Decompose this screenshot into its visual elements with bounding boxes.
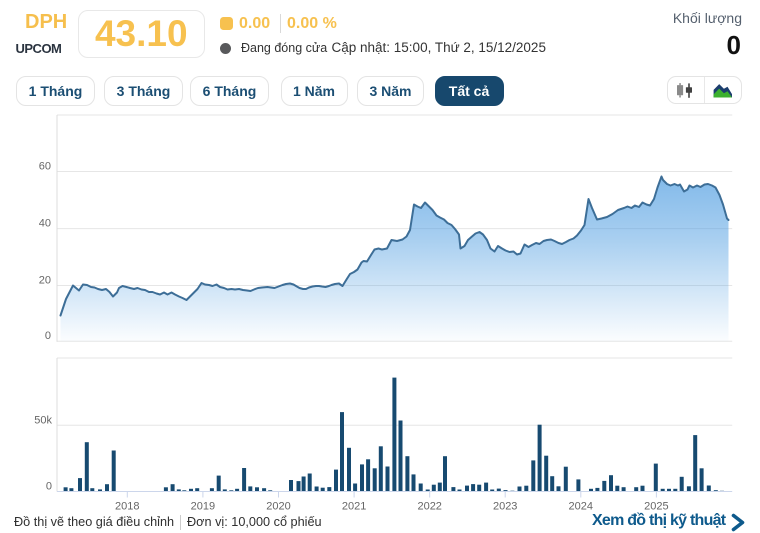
svg-text:20: 20 (39, 275, 51, 287)
svg-text:2023: 2023 (493, 501, 517, 513)
svg-text:0: 0 (46, 481, 52, 493)
svg-text:2019: 2019 (191, 501, 215, 513)
svg-text:2021: 2021 (342, 501, 366, 513)
svg-text:60: 60 (39, 161, 51, 173)
svg-text:50k: 50k (34, 414, 52, 426)
svg-text:40: 40 (39, 218, 51, 230)
svg-text:2018: 2018 (115, 501, 139, 513)
svg-text:2025: 2025 (644, 501, 668, 513)
svg-text:2022: 2022 (417, 501, 441, 513)
svg-text:2024: 2024 (569, 501, 593, 513)
svg-text:2020: 2020 (266, 501, 290, 513)
svg-text:0: 0 (45, 330, 51, 342)
